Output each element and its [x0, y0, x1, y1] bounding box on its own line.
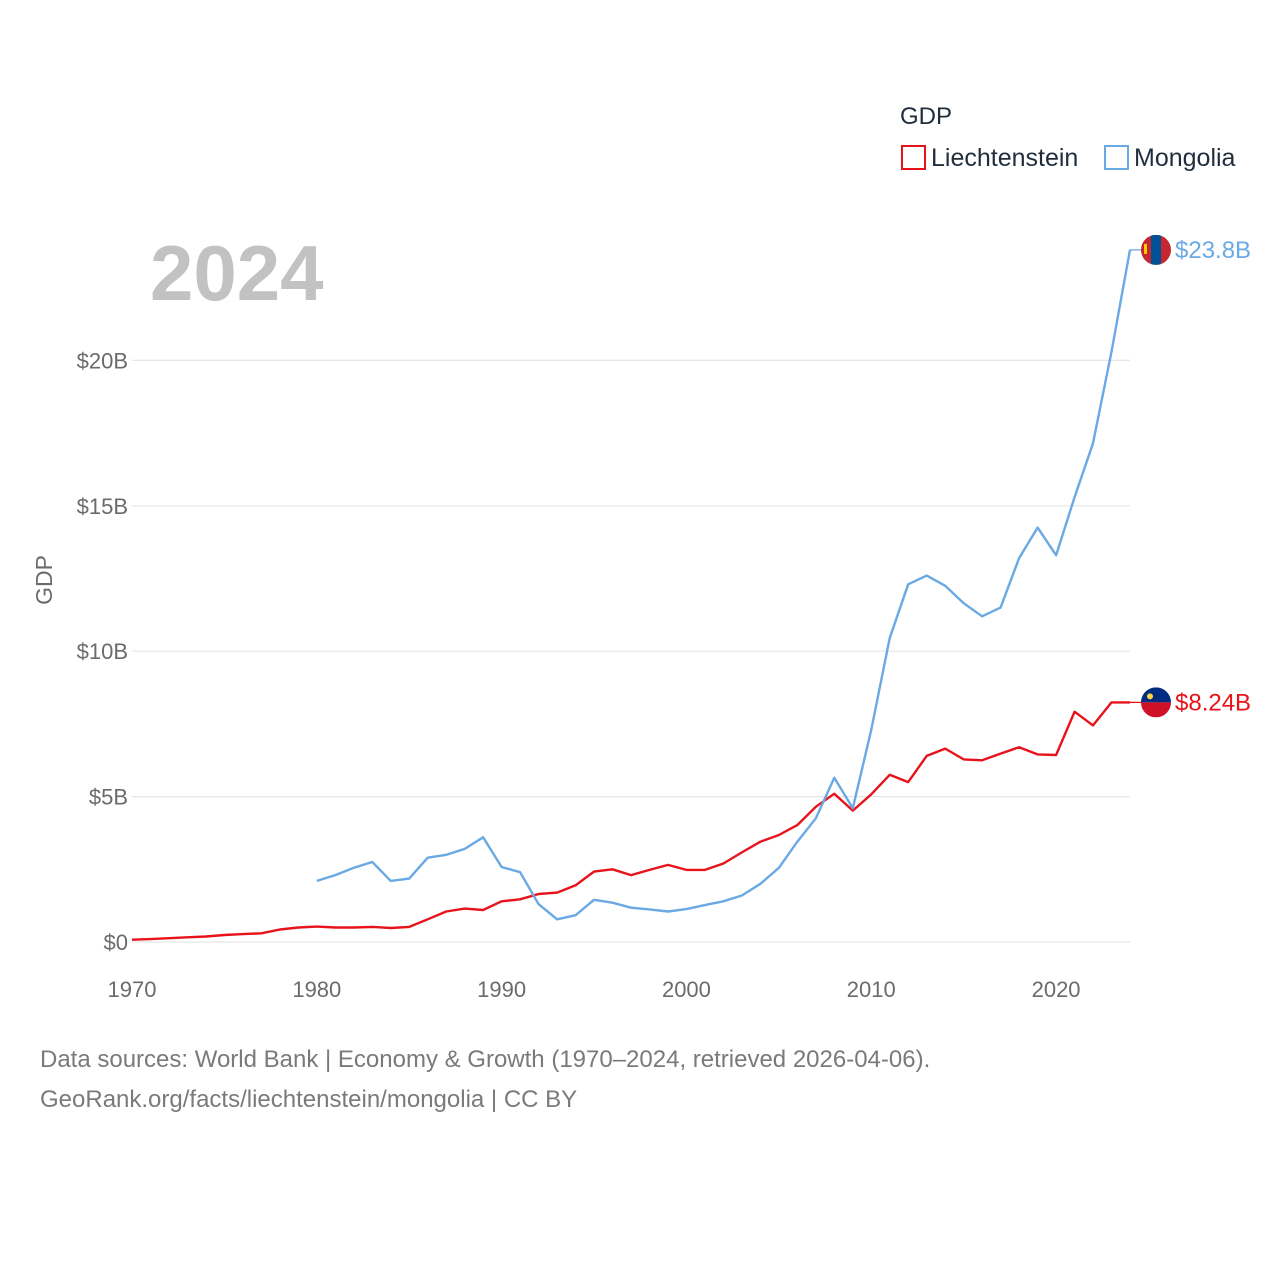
x-tick-label: 1990 [477, 977, 526, 1002]
series-line-mongolia [316, 249, 1132, 921]
y-tick-label: $5B [89, 785, 128, 810]
end-label-mongolia: $23.8B [1175, 237, 1251, 264]
y-axis-ticks: $0 $5B $10B $15B $20B [77, 348, 128, 955]
x-tick-label: 2020 [1032, 977, 1081, 1002]
legend-swatch-liechtenstein [901, 145, 926, 170]
gridlines [132, 359, 1130, 943]
legend-title: GDP [900, 103, 952, 130]
x-tick-label: 2010 [847, 977, 896, 1002]
legend-item-mongolia[interactable]: Mongolia [1104, 144, 1236, 172]
y-tick-label: $15B [77, 494, 128, 519]
liechtenstein-flag-icon [1141, 687, 1171, 718]
x-tick-label: 2000 [662, 977, 711, 1002]
flag-red [1141, 702, 1171, 718]
flag-blue [1151, 234, 1161, 265]
footer: Data sources: World Bank | Economy & Gro… [40, 1040, 930, 1120]
legend-item-liechtenstein[interactable]: Liechtenstein [901, 144, 1078, 172]
legend-swatch-mongolia [1104, 145, 1129, 170]
flag-crown [1147, 693, 1153, 700]
footer-sources: Data sources: World Bank | Economy & Gro… [40, 1046, 931, 1073]
legend-label-mongolia: Mongolia [1134, 144, 1236, 172]
y-tick-label: $10B [77, 639, 128, 664]
year-watermark: 2024 [150, 229, 324, 317]
x-tick-label: 1980 [292, 977, 341, 1002]
y-axis-label: GDP [31, 555, 57, 605]
end-label-liechtenstein: $8.24B [1175, 689, 1251, 716]
mongolia-flag-icon [1141, 234, 1171, 265]
end-markers: $8.24B $23.8B [1130, 234, 1251, 718]
gdp-line-chart: 2024 $0 $5B $10B $15B $20B 1970 1980 1990 2000 2… [31, 103, 1251, 1002]
series-lines [131, 249, 1132, 941]
flag-blue [1141, 687, 1171, 703]
legend-label-liechtenstein: Liechtenstein [931, 144, 1078, 172]
y-tick-label: $0 [104, 930, 128, 955]
x-axis-ticks: 1970 1980 1990 2000 2010 2020 [108, 977, 1081, 1002]
series-line-liechtenstein [131, 701, 1130, 941]
y-tick-label: $20B [77, 348, 128, 373]
flag-soyombo [1144, 243, 1147, 254]
x-tick-label: 1970 [108, 977, 157, 1002]
legend: GDP Liechtenstein Mongolia [900, 103, 1236, 172]
footer-link[interactable]: GeoRank.org/facts/liechtenstein/mongolia… [40, 1086, 578, 1113]
